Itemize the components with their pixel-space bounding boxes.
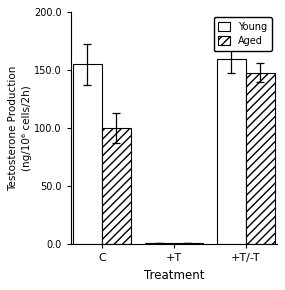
Bar xyxy=(73,64,102,244)
Legend: Young, Aged: Young, Aged xyxy=(213,17,272,51)
Bar xyxy=(217,59,246,244)
Y-axis label: Testosterone Production
(ng/10⁶ cells/2h): Testosterone Production (ng/10⁶ cells/2h… xyxy=(8,66,32,191)
Bar xyxy=(145,243,174,244)
X-axis label: Treatment: Treatment xyxy=(144,269,204,282)
Bar xyxy=(102,128,131,244)
Bar xyxy=(246,72,275,244)
Bar xyxy=(174,243,203,244)
